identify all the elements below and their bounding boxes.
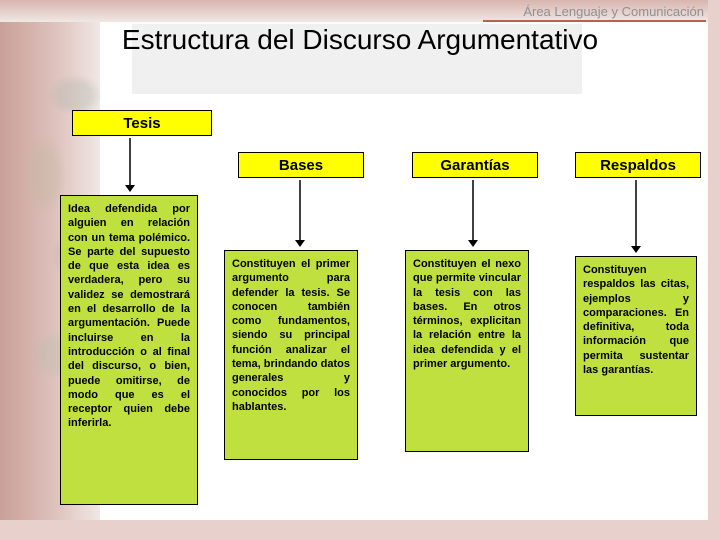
arrow-bases	[292, 180, 308, 249]
area-label: Área Lenguaje y Comunicación	[483, 4, 706, 22]
body-tesis: Idea defendida por alguien en relación c…	[60, 195, 198, 505]
slide-title: Estructura del Discurso Argumentativo	[0, 24, 720, 56]
body-bases: Constituyen el primer argumento para def…	[224, 250, 358, 460]
header-respaldos: Respaldos	[575, 152, 701, 178]
header-bases: Bases	[238, 152, 364, 178]
header-tesis: Tesis	[72, 110, 212, 136]
body-garantias: Constituyen el nexo que permite vincular…	[405, 250, 529, 452]
body-respaldos: Constituyen respaldos las citas, ejemplo…	[575, 256, 697, 416]
bg-bot	[0, 520, 720, 540]
arrow-tesis	[122, 138, 138, 194]
arrow-respaldos	[628, 180, 644, 255]
arrow-garantias	[465, 180, 481, 249]
bg-right	[708, 0, 720, 540]
header-garantias: Garantías	[412, 152, 538, 178]
